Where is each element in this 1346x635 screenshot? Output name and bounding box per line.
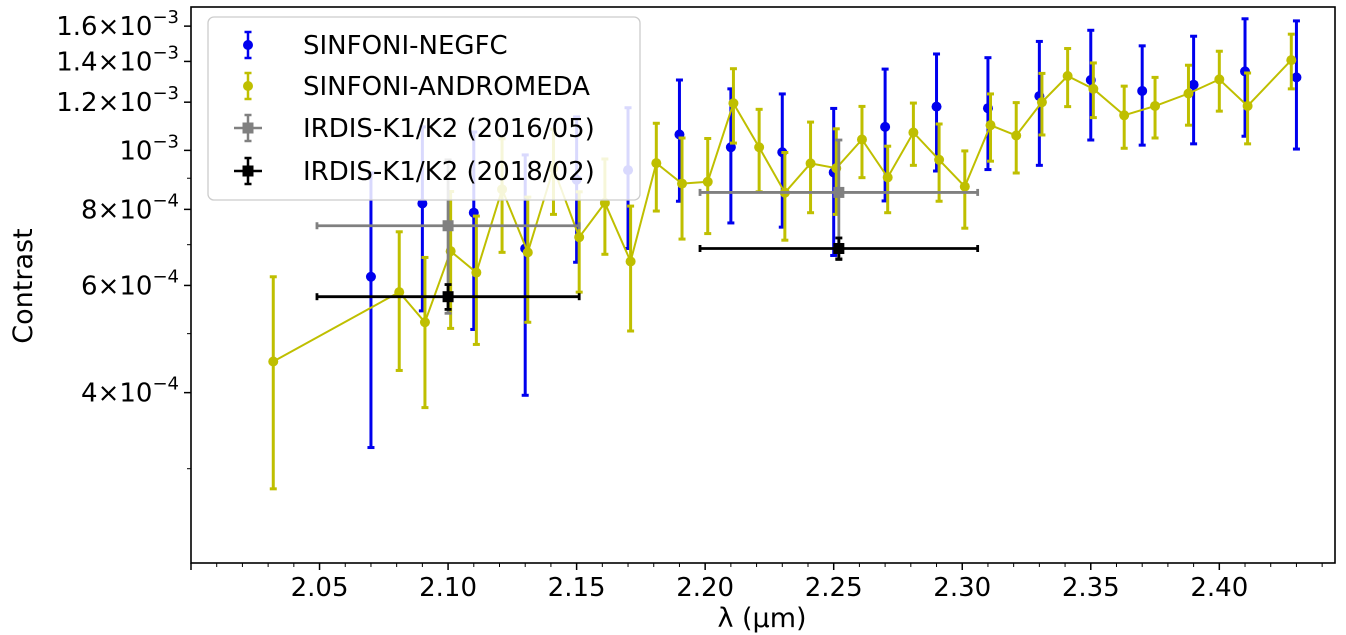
data-point	[1183, 88, 1194, 99]
data-point	[1119, 110, 1130, 121]
data-point	[856, 134, 867, 145]
y-tick-label: 10−3	[119, 131, 179, 166]
y-tick-label: 1.6×10−3	[56, 7, 179, 42]
data-point	[522, 247, 533, 258]
data-point	[442, 291, 454, 303]
data-point	[702, 176, 713, 187]
data-point	[625, 256, 636, 267]
data-point	[471, 267, 482, 278]
data-point	[677, 178, 688, 189]
data-point	[1242, 100, 1253, 111]
data-point	[959, 181, 970, 192]
x-tick-label: 2.40	[1190, 573, 1248, 603]
legend-marker	[242, 165, 254, 177]
data-point	[908, 127, 919, 138]
legend-marker	[242, 122, 254, 134]
legend-label: IRDIS-K1/K2 (2016/05)	[303, 114, 595, 144]
data-point	[1291, 72, 1302, 83]
legend-item-0: SINFONI-NEGFC	[243, 30, 508, 61]
legend-item-2: IRDIS-K1/K2 (2016/05)	[234, 113, 595, 144]
data-point	[394, 287, 405, 298]
data-point	[268, 356, 279, 367]
data-point	[985, 120, 996, 131]
y-tick-label: 8×10−4	[81, 190, 179, 225]
legend: SINFONI-NEGFC SINFONI-ANDROMEDA IRDIS-K1/K…	[207, 16, 641, 201]
x-tick-label: 2.30	[933, 573, 991, 603]
y-tick-label: 6×10−4	[81, 266, 179, 301]
legend-marker	[243, 40, 253, 50]
data-point	[1062, 70, 1073, 81]
legend-item-3: IRDIS-K1/K2 (2018/02)	[234, 156, 595, 187]
data-point	[1188, 79, 1199, 90]
plot-axes: 2.05 2.10 2.15 2.20 2.25 2.30 2.35 2.40 4×10−4 6×…	[56, 6, 1336, 603]
x-tick-label: 2.35	[1062, 573, 1120, 603]
legend-marker	[243, 81, 253, 91]
data-point	[1011, 130, 1022, 141]
data-point	[419, 317, 430, 328]
data-point	[931, 101, 942, 112]
data-point	[882, 172, 893, 183]
data-point	[1088, 83, 1099, 94]
data-point	[805, 158, 816, 169]
x-axis-label: λ (μm)	[717, 603, 806, 634]
data-point	[728, 98, 739, 109]
data-point	[880, 121, 891, 132]
data-point	[1137, 85, 1148, 96]
x-tick-label: 2.15	[548, 573, 606, 603]
y-tick-label: 1.4×10−3	[56, 42, 179, 77]
legend-item-1: SINFONI-ANDROMEDA	[243, 71, 590, 102]
data-point	[754, 142, 765, 153]
legend-label: SINFONI-ANDROMEDA	[303, 72, 590, 102]
legend-label: SINFONI-NEGFC	[303, 31, 508, 61]
data-point	[442, 220, 454, 232]
data-point	[833, 242, 845, 254]
x-tick-label: 2.20	[676, 573, 734, 603]
legend-label: IRDIS-K1/K2 (2018/02)	[303, 157, 595, 187]
data-point	[1286, 55, 1297, 66]
series-3	[315, 236, 980, 311]
legend-box	[207, 16, 641, 201]
data-point	[1214, 74, 1225, 85]
data-point	[833, 186, 845, 198]
data-point	[365, 271, 376, 282]
data-point	[934, 154, 945, 165]
data-point	[725, 142, 736, 153]
y-tick-label: 1.2×10−3	[56, 83, 179, 118]
x-tick-label: 2.25	[805, 573, 863, 603]
y-axis-label: Contrast	[8, 228, 39, 343]
data-point	[574, 232, 585, 243]
x-tick-label: 2.10	[419, 573, 477, 603]
data-point	[1150, 100, 1161, 111]
x-tick-label: 2.05	[291, 573, 349, 603]
data-point	[417, 198, 428, 209]
y-tick-label: 4×10−4	[81, 374, 179, 409]
data-point	[1036, 97, 1047, 108]
data-point	[651, 158, 662, 169]
